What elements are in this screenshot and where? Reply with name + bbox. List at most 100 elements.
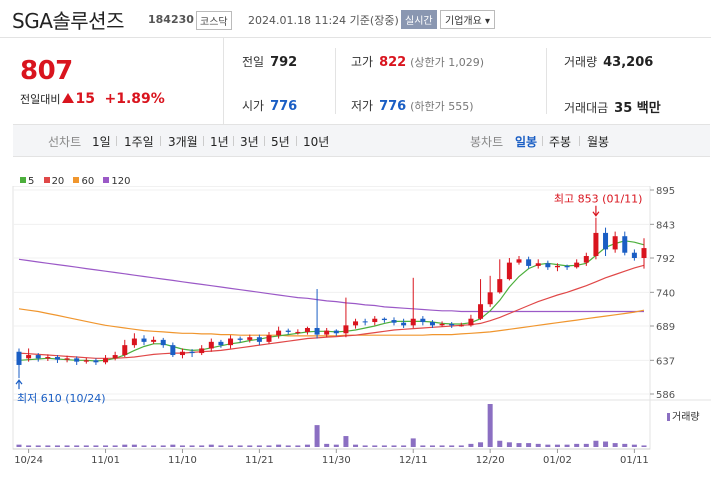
stat-label: 고가	[351, 55, 374, 69]
market-badge: 코스닥	[196, 11, 232, 30]
candle-body	[314, 327, 320, 335]
candle-body	[112, 355, 118, 359]
volume-bar	[478, 442, 484, 447]
candle-body	[83, 360, 89, 362]
candle-body	[593, 232, 599, 257]
realtime-button[interactable]: 실시간	[401, 10, 437, 29]
candle-body	[151, 339, 157, 342]
ma-legend: 5 20 60 120	[20, 176, 137, 187]
candle-body	[526, 259, 532, 266]
x-tick-label: 01/02	[543, 455, 572, 466]
volume-bar	[112, 445, 118, 447]
candle-body	[131, 338, 137, 346]
lower-limit: (하한가 555)	[410, 100, 474, 113]
line-chart-label: 선차트	[48, 135, 82, 149]
legend-label: 60	[81, 176, 95, 187]
candle-body	[266, 335, 272, 342]
stat-value: 792	[270, 55, 298, 70]
candle-body	[401, 322, 407, 326]
divider	[335, 48, 336, 114]
current-price: 807	[20, 56, 73, 86]
volume-bar	[641, 445, 647, 447]
volume-bar	[83, 445, 89, 447]
volume-bar	[160, 445, 166, 447]
x-tick-label: 11/01	[91, 455, 120, 466]
low-annotation: 최저 610 (10/24)	[17, 392, 106, 405]
candle-body	[170, 345, 176, 356]
volume-bar	[353, 444, 359, 447]
volume-bar	[237, 445, 243, 447]
separator	[542, 136, 543, 146]
volume-bar	[276, 444, 282, 447]
candle-body	[631, 252, 637, 258]
period-3y[interactable]: 3년	[240, 135, 259, 149]
y-tick-label: 586	[656, 390, 675, 401]
candle-body	[160, 339, 166, 346]
volume-legend: 거래량	[667, 408, 700, 423]
high-annotation: 최고 853 (01/11)	[554, 193, 643, 206]
candle-monthly[interactable]: 월봉	[587, 135, 610, 149]
price-chart[interactable]: 895 843 792 740 689 637 586 10/24 11/01 11/10 11/2…	[0, 186, 711, 477]
legend-swatch	[73, 177, 80, 183]
volume-bar	[26, 445, 32, 447]
y-tick-label: 895	[656, 186, 675, 197]
candle-body	[497, 279, 503, 293]
ma120-line	[18, 258, 644, 313]
chart-frame	[12, 186, 651, 450]
low-arrow-icon	[15, 379, 23, 390]
candle-body	[35, 355, 41, 359]
y-tick-label: 792	[656, 254, 675, 265]
y-tick-label: 740	[656, 288, 675, 299]
volume-bar	[16, 444, 22, 447]
candle-body	[333, 330, 339, 334]
volume-bar	[343, 436, 349, 447]
legend-swatch	[20, 177, 26, 183]
period-1d[interactable]: 1일	[92, 135, 111, 149]
timestamp: 2024.01.18 11:24 기준(장중)	[248, 14, 399, 27]
volume-bar	[189, 445, 195, 447]
x-tick-label: 12/20	[476, 455, 505, 466]
candle-body	[612, 236, 618, 250]
period-5y[interactable]: 5년	[271, 135, 290, 149]
volume-swatch	[667, 413, 670, 421]
candle-body	[256, 337, 262, 342]
candle-weekly[interactable]: 주봉	[549, 135, 572, 149]
volume-bar	[622, 443, 628, 447]
candle-body	[622, 236, 628, 253]
stat-label: 거래량	[564, 55, 598, 69]
company-overview-button[interactable]: 기업개요 ▾	[440, 10, 495, 29]
legend-swatch	[43, 177, 50, 183]
stat-label: 저가	[351, 99, 374, 113]
legend-item-ma5: 5	[20, 176, 34, 187]
legend-swatch	[103, 177, 110, 183]
candle-body	[439, 324, 445, 326]
ma60-line	[18, 308, 645, 337]
volume-bar	[314, 425, 320, 447]
volume-bar	[247, 445, 253, 447]
candle-body	[16, 351, 22, 365]
period-10y[interactable]: 10년	[303, 135, 330, 149]
volume-bar	[420, 445, 426, 447]
period-1w[interactable]: 1주일	[124, 135, 154, 149]
candle-body	[276, 330, 282, 336]
legend-label: 120	[111, 176, 131, 187]
stock-name[interactable]: SGA솔루션즈	[12, 9, 124, 33]
volume-bar	[199, 445, 205, 447]
volume-bar	[45, 445, 51, 447]
candle-body	[641, 248, 647, 258]
x-tick-label: 11/21	[245, 455, 274, 466]
stat-value: 822	[379, 55, 407, 70]
candle-daily[interactable]: 일봉	[515, 135, 538, 149]
period-1y[interactable]: 1년	[210, 135, 229, 149]
stat-value: 776	[270, 99, 298, 114]
period-3m[interactable]: 3개월	[168, 135, 198, 149]
candle-body	[93, 360, 99, 363]
separator	[579, 136, 580, 146]
candle-body	[574, 262, 580, 268]
stat-value: 35 백만	[614, 101, 661, 116]
separator	[116, 136, 117, 146]
volume-bar	[583, 443, 589, 447]
stat-open: 시가 776	[242, 97, 297, 114]
volume-bar	[103, 445, 109, 447]
candle-body	[506, 262, 512, 280]
